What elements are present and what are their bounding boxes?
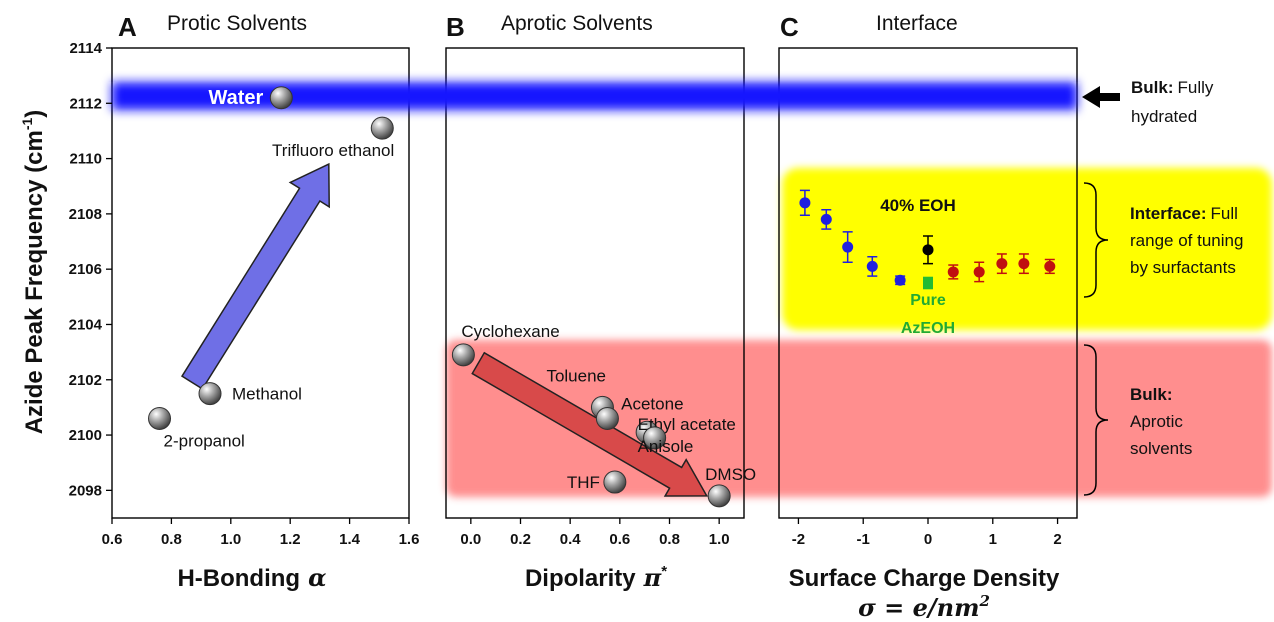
point-label: Trifluoro ethanol — [272, 141, 394, 160]
x-tick-label: 0.8 — [161, 531, 182, 548]
data-point — [895, 275, 906, 286]
x-axis-title-c: Surface Charge Density — [789, 565, 1060, 592]
svg-text:by surfactants: by surfactants — [1130, 258, 1236, 277]
point-label: Methanol — [232, 385, 302, 404]
y-tick-label: 2104 — [69, 316, 103, 333]
data-point — [996, 258, 1007, 269]
bulk-hydrated-arrow — [1082, 86, 1120, 108]
svg-text:hydrated: hydrated — [1131, 107, 1197, 126]
x-tick-label: 0.6 — [102, 531, 123, 548]
y-axis-title: Azide Peak Frequency (cm-1) — [19, 110, 48, 435]
bulk-hydrated-annotation: Bulk: Fully hydrated — [1082, 78, 1214, 126]
y-tick-label: 2106 — [69, 261, 102, 278]
data-point — [199, 383, 221, 405]
x-tick-label: 1.4 — [339, 531, 361, 548]
data-point — [270, 87, 292, 109]
panel-c-title: Interface — [876, 12, 958, 35]
x-tick-label: 2 — [1053, 531, 1061, 548]
x-tick-label: 1.0 — [709, 531, 730, 548]
point-label: 2-propanol — [164, 431, 245, 450]
x-tick-label: -2 — [792, 531, 805, 548]
x-tick-label: 1.6 — [399, 531, 420, 548]
y-tick-label: 2114 — [69, 40, 102, 57]
data-point — [923, 278, 933, 288]
y-tick-label: 2098 — [69, 482, 102, 499]
svg-text:Aprotic: Aprotic — [1130, 412, 1183, 431]
x-axis-title-b: Dipolarity π* — [525, 563, 667, 592]
data-point — [452, 344, 474, 366]
x-tick-label: 0.8 — [659, 531, 680, 548]
x-tick-label: 0.2 — [510, 531, 531, 548]
panel-a-title: Protic Solvents — [167, 12, 307, 35]
point-label: DMSO — [705, 465, 756, 484]
x-axis-title-a: H-Bonding α — [177, 563, 326, 592]
data-point — [948, 266, 959, 277]
x-axis-formula-c: σ = e/nm2 — [858, 592, 990, 622]
x-tick-label: 0.6 — [609, 531, 630, 548]
data-point — [923, 244, 934, 255]
eoh-label: 40% EOH — [880, 196, 956, 215]
point-label: Toluene — [546, 366, 606, 385]
svg-text:range of tuning: range of tuning — [1130, 231, 1243, 250]
data-point — [371, 117, 393, 139]
x-tick-label: 0 — [924, 531, 932, 548]
x-tick-label: 1 — [989, 531, 997, 548]
data-point — [799, 197, 810, 208]
y-tick-label: 2112 — [69, 95, 102, 112]
data-point — [708, 485, 730, 507]
point-label: Anisole — [638, 437, 694, 456]
data-point — [842, 242, 853, 253]
svg-text:solvents: solvents — [1130, 439, 1192, 458]
x-tick-label: -1 — [857, 531, 870, 548]
panel-letter-b: B — [446, 12, 465, 42]
x-tick-label: 0.4 — [560, 531, 582, 548]
pure-label: Pure — [910, 292, 946, 309]
y-tick-label: 2110 — [69, 151, 102, 168]
x-tick-label: 1.0 — [220, 531, 241, 548]
y-tick-label: 2102 — [69, 372, 102, 389]
data-point — [604, 471, 626, 493]
point-label: Water — [208, 87, 263, 109]
x-tick-label: 1.2 — [280, 531, 301, 548]
data-point — [821, 214, 832, 225]
data-point — [1018, 258, 1029, 269]
y-tick-label: 2100 — [69, 427, 102, 444]
panel-b-title: Aprotic Solvents — [501, 12, 653, 35]
data-point — [1044, 261, 1055, 272]
panel-letter-c: C — [780, 12, 799, 42]
svg-text:Bulk:: Bulk: — [1130, 385, 1173, 404]
data-point — [867, 261, 878, 272]
svg-text:Interface:Full: Interface: Full — [1130, 204, 1238, 223]
point-label: Cyclohexane — [461, 322, 559, 341]
data-point — [974, 266, 985, 277]
svg-text:Bulk:Fully: Bulk: Fully — [1131, 78, 1214, 97]
pure-label: AzEOH — [901, 320, 955, 337]
point-label: THF — [567, 473, 600, 492]
data-point — [596, 407, 618, 429]
data-point — [149, 407, 171, 429]
panel-letter-a: A — [118, 12, 137, 42]
x-tick-label: 0.0 — [460, 531, 481, 548]
point-label: Acetone — [621, 394, 683, 413]
protic-trend-arrow — [182, 164, 329, 389]
y-tick-label: 2108 — [69, 206, 102, 223]
